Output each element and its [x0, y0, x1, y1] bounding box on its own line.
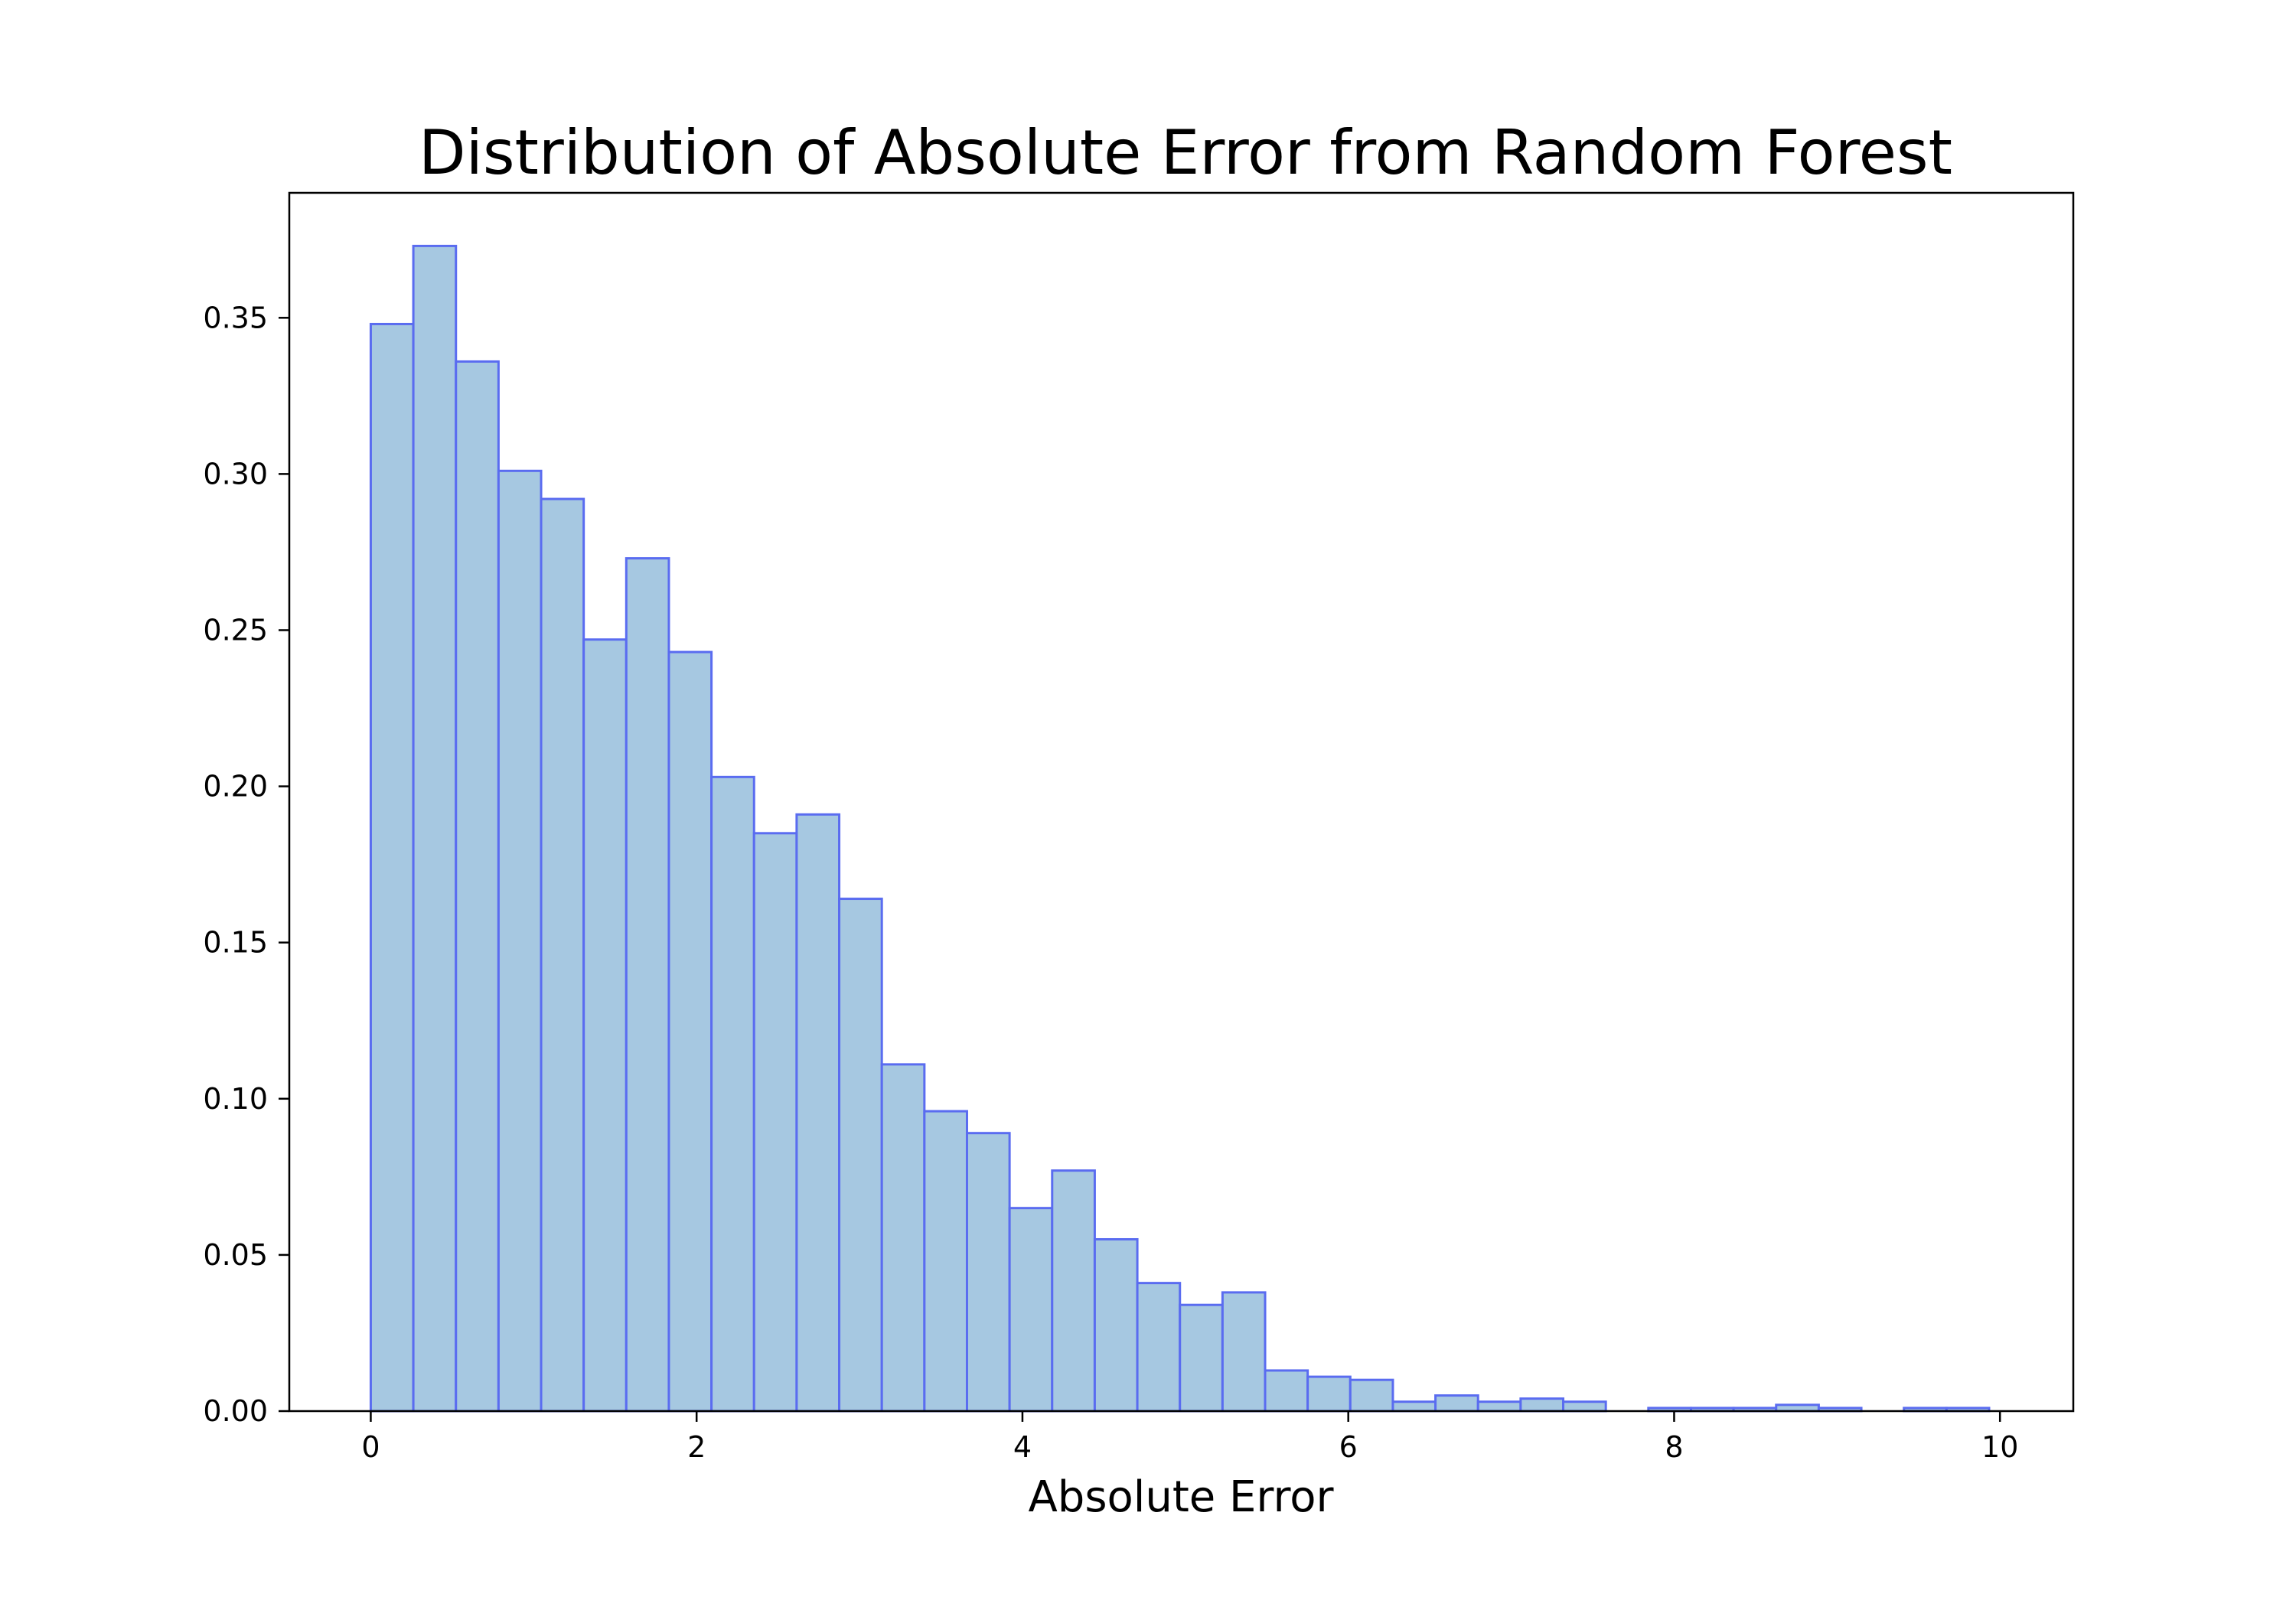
histogram-bar [369, 322, 415, 1413]
histogram-bar [1008, 1207, 1054, 1413]
histogram-bar [838, 898, 883, 1413]
histogram-bar [752, 832, 798, 1413]
histogram-bar [1562, 1400, 1607, 1413]
plot-area-frame [288, 191, 2075, 1413]
histogram-bar [923, 1110, 968, 1413]
x-tick-label: 0 [361, 1430, 380, 1464]
histogram-bar [1519, 1397, 1565, 1413]
histogram-bar [455, 360, 500, 1413]
histogram-bar [497, 469, 543, 1413]
histogram-bar [1476, 1400, 1522, 1413]
histogram-bar [1051, 1169, 1096, 1413]
x-axis-ticks: 0 2 4 6 8 10 [361, 1411, 2018, 1464]
histogram-bar [710, 775, 755, 1413]
histogram-bar [582, 638, 628, 1413]
histogram-bar [1391, 1400, 1437, 1413]
x-tick-label: 10 [1981, 1430, 2018, 1464]
histogram-bar [1306, 1375, 1352, 1413]
histogram-bar [412, 244, 458, 1413]
x-tick-label: 6 [1339, 1430, 1358, 1464]
y-axis-ticks: 0.00 0.05 0.10 0.15 0.20 0.25 0.30 0.35 [203, 301, 289, 1428]
x-tick-label: 8 [1665, 1430, 1683, 1464]
histogram-bar [1349, 1378, 1394, 1413]
y-tick-label: 0.35 [203, 301, 268, 334]
y-tick-label: 0.15 [203, 926, 268, 960]
histogram-bar [1136, 1282, 1182, 1413]
histogram-bar [880, 1063, 926, 1413]
histogram-bar [1221, 1291, 1267, 1413]
histogram-bar [1434, 1394, 1479, 1413]
y-tick-label: 0.05 [203, 1238, 268, 1272]
histogram-bar [1093, 1237, 1139, 1413]
histogram-bar [1264, 1369, 1309, 1413]
x-axis-label: Absolute Error [1028, 1472, 1334, 1522]
histogram-bar [625, 557, 670, 1413]
y-tick-label: 0.00 [203, 1394, 268, 1428]
x-tick-label: 2 [687, 1430, 706, 1464]
y-tick-label: 0.10 [203, 1082, 268, 1116]
histogram-bar [540, 497, 585, 1413]
histogram-bar [1179, 1303, 1224, 1413]
histogram-bar [795, 813, 841, 1413]
histogram-bar [965, 1132, 1011, 1413]
y-tick-label: 0.20 [203, 770, 268, 804]
histogram-bar [667, 650, 713, 1413]
y-tick-label: 0.30 [203, 457, 268, 491]
y-tick-label: 0.25 [203, 613, 268, 647]
histogram-bars [369, 244, 1991, 1413]
chart-title: Distribution of Absolute Error from Rand… [419, 117, 1952, 188]
x-tick-label: 4 [1013, 1430, 1032, 1464]
